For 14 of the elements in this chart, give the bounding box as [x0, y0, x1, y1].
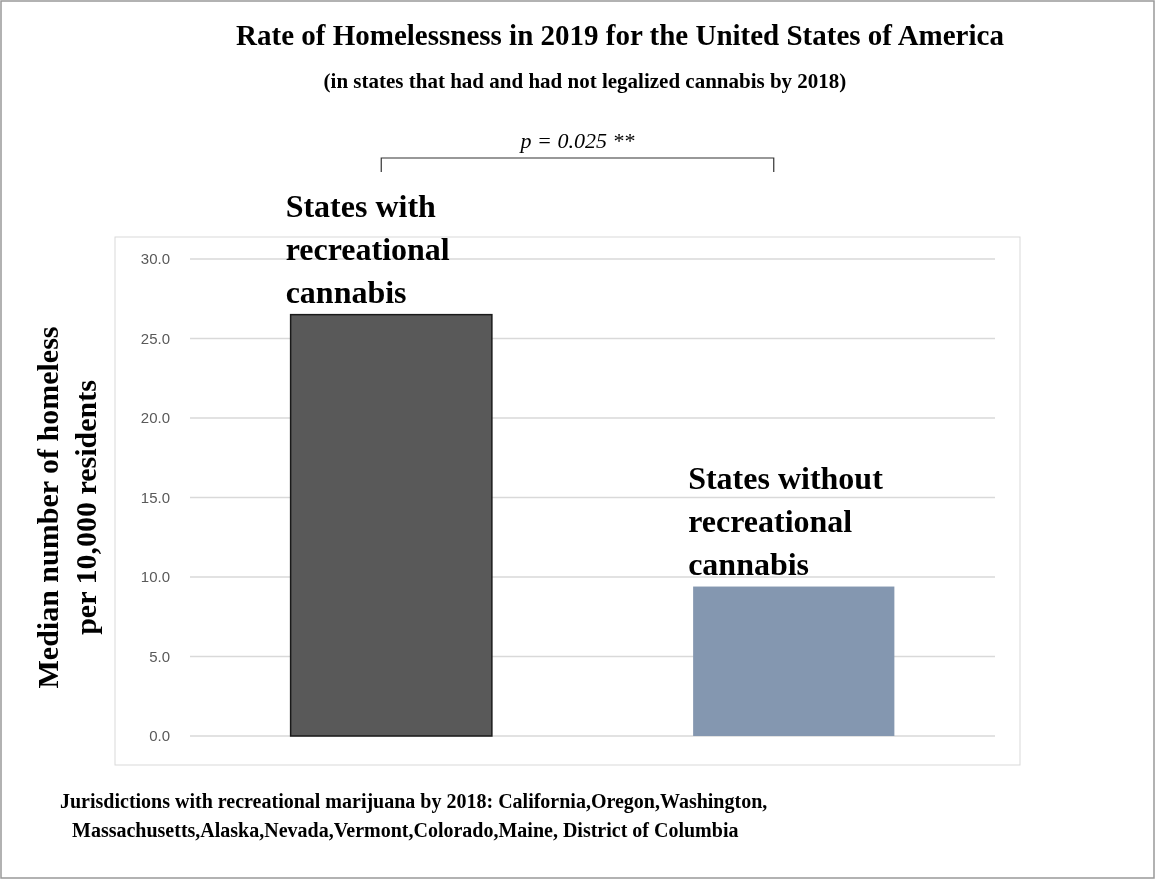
chart-title: Rate of Homelessness in 2019 for the United States of America — [236, 19, 1005, 51]
y-tick-label: 15.0 — [140, 488, 170, 506]
y-tick-label: 30.0 — [140, 250, 170, 268]
y-tick-label: 0.0 — [149, 727, 170, 745]
y-tick-label: 20.0 — [140, 409, 170, 427]
y-axis-title: Median number of homeless per 10,000 residents — [31, 326, 102, 689]
y-tick-label: 10.0 — [140, 568, 170, 586]
chart-subtitle: (in states that had and had not legalized cannabis by 2018) — [323, 69, 847, 93]
text: p = 0.025 ** — [518, 128, 635, 153]
y-tick-label: 25.0 — [140, 329, 170, 347]
x-tick-label: States without recreational cannabis — [688, 459, 884, 582]
x-tick-label: States with recreational cannabis — [285, 187, 450, 310]
text: Jurisdictions with recreational marijuana by 2018: California,Oregon,Washington, Massachusetts,Alaska,Nevada,Vermont,Colorado,Maine, District of Columbia — [60, 790, 768, 841]
y-tick-label: 5.0 — [149, 647, 170, 665]
